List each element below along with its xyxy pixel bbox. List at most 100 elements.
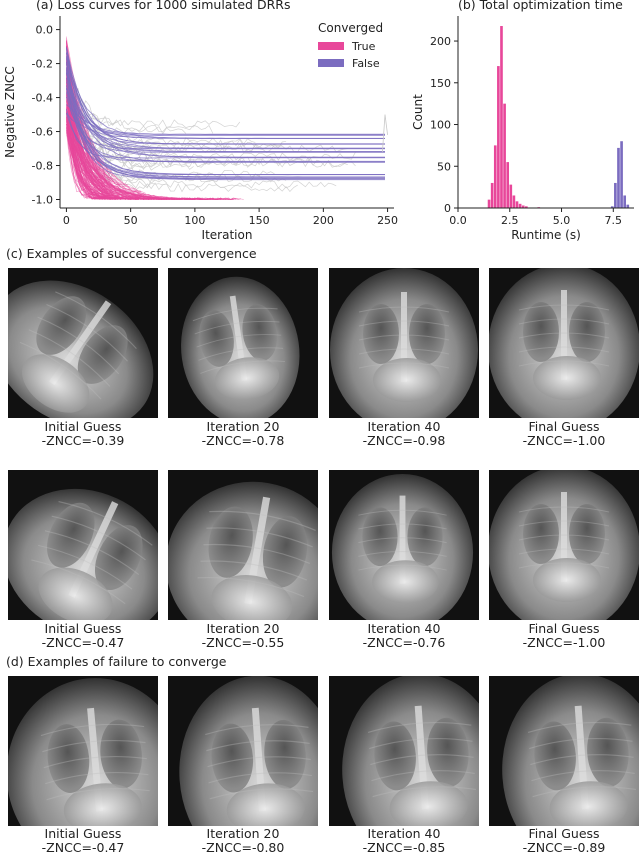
left-lung <box>47 724 90 794</box>
caption-label: Final Guess <box>528 419 600 434</box>
x-tick-label: 200 <box>313 214 334 227</box>
section-d-title: (d) Examples of failure to converge <box>6 654 227 669</box>
rib <box>358 550 447 557</box>
rib <box>370 754 474 766</box>
heart-shadow <box>211 575 293 620</box>
rib <box>200 360 286 374</box>
bar-true <box>515 201 519 208</box>
caption-label: Iteration 40 <box>367 419 441 434</box>
success-row-1-caption-3: Iteration 40 -ZNCC=-0.98 <box>329 420 479 448</box>
converged-curve <box>66 129 105 184</box>
non-converged-curve <box>65 81 385 153</box>
x-tick-label: 7.5 <box>605 214 623 227</box>
rib <box>527 721 632 734</box>
right-lung <box>94 525 143 591</box>
rib <box>197 576 305 598</box>
bar-false <box>620 141 623 208</box>
rib <box>196 334 282 348</box>
left-lung <box>363 304 399 364</box>
legend-label-false: False <box>352 57 380 70</box>
drr-image <box>502 676 639 826</box>
x-tick-label: 100 <box>184 214 205 227</box>
x-tick-label: 150 <box>249 214 270 227</box>
heart-shadow <box>372 560 439 604</box>
heart-shadow <box>533 356 601 400</box>
spine <box>401 292 407 382</box>
rib <box>529 738 633 750</box>
rib <box>205 724 309 736</box>
failure-row-image-1 <box>8 676 158 826</box>
bar-true <box>490 182 494 208</box>
x-tick-label: 0.0 <box>449 214 467 227</box>
caption-label: Iteration 20 <box>206 826 280 841</box>
x-axis-label: Iteration <box>202 228 253 242</box>
non-converged-curve <box>65 96 385 153</box>
drr-content <box>168 481 318 620</box>
drr-image <box>331 474 474 620</box>
caption-label: Initial Guess <box>44 826 122 841</box>
caption-label: Final Guess <box>528 621 600 636</box>
legend-title: Converged <box>318 21 383 35</box>
heart-shadow <box>38 567 113 620</box>
failure-row-image-2 <box>168 676 318 826</box>
rib <box>19 341 102 400</box>
drr-content <box>8 488 158 620</box>
bar-true <box>503 103 506 208</box>
rib <box>206 740 310 752</box>
curves-group <box>65 36 388 200</box>
right-lung <box>264 719 306 789</box>
rib <box>358 362 450 369</box>
drr-image <box>489 470 639 620</box>
drr-image <box>342 676 479 826</box>
rib <box>38 544 133 590</box>
drr-image <box>181 276 300 418</box>
rib <box>518 360 610 367</box>
converged-curve <box>66 46 160 200</box>
y-tick-label: -0.4 <box>32 92 53 105</box>
caption-score: -ZNCC=-0.55 <box>201 635 285 650</box>
right-lung <box>427 717 469 787</box>
rib <box>358 564 447 571</box>
success-row-2-caption-2: Iteration 20 -ZNCC=-0.55 <box>168 622 318 650</box>
rib <box>192 307 278 322</box>
bar-false <box>614 182 617 208</box>
rib <box>207 756 311 768</box>
legend-label-true: True <box>351 40 376 53</box>
rib <box>518 562 610 569</box>
rib <box>206 527 313 548</box>
rib <box>371 770 475 782</box>
rib <box>530 754 634 766</box>
rib <box>518 520 610 527</box>
y-tick-label: 50 <box>437 160 451 173</box>
rib <box>358 320 450 327</box>
rib <box>358 537 447 544</box>
non-converged-curve <box>65 48 385 149</box>
rib <box>45 772 149 785</box>
failure-row-caption-3: Iteration 40 -ZNCC=-0.85 <box>329 827 479 855</box>
caption-label: Iteration 40 <box>367 826 441 841</box>
non-converged-curve <box>65 58 385 163</box>
caption-score: -ZNCC=-0.47 <box>41 840 125 855</box>
caption-score: -ZNCC=-0.89 <box>522 840 606 855</box>
x-tick-label: 250 <box>377 214 398 227</box>
caption-label: Iteration 40 <box>367 621 441 636</box>
runtime-histogram: 0.0 2.5 5.0 7.5 0 50 100 150 200 Runtime (s) Count <box>411 16 634 242</box>
drr-image <box>168 481 318 620</box>
right-lung <box>262 516 308 588</box>
bar-true <box>506 162 510 208</box>
spine <box>399 495 406 584</box>
rib <box>40 723 145 737</box>
right-lung <box>569 504 605 564</box>
y-axis-label: Negative ZNCC <box>3 66 17 158</box>
y-tick-label: 0.0 <box>36 24 54 37</box>
rib <box>518 346 610 353</box>
drr-content <box>489 268 639 418</box>
rib <box>43 755 147 769</box>
bar-true <box>487 199 491 208</box>
rib <box>358 306 450 313</box>
non-converged-curve <box>65 52 385 137</box>
panel-a-title: (a) Loss curves for 1000 simulated DRRs <box>36 0 291 12</box>
caption-label: Initial Guess <box>44 621 122 636</box>
rib <box>358 334 450 341</box>
rib <box>31 559 126 605</box>
